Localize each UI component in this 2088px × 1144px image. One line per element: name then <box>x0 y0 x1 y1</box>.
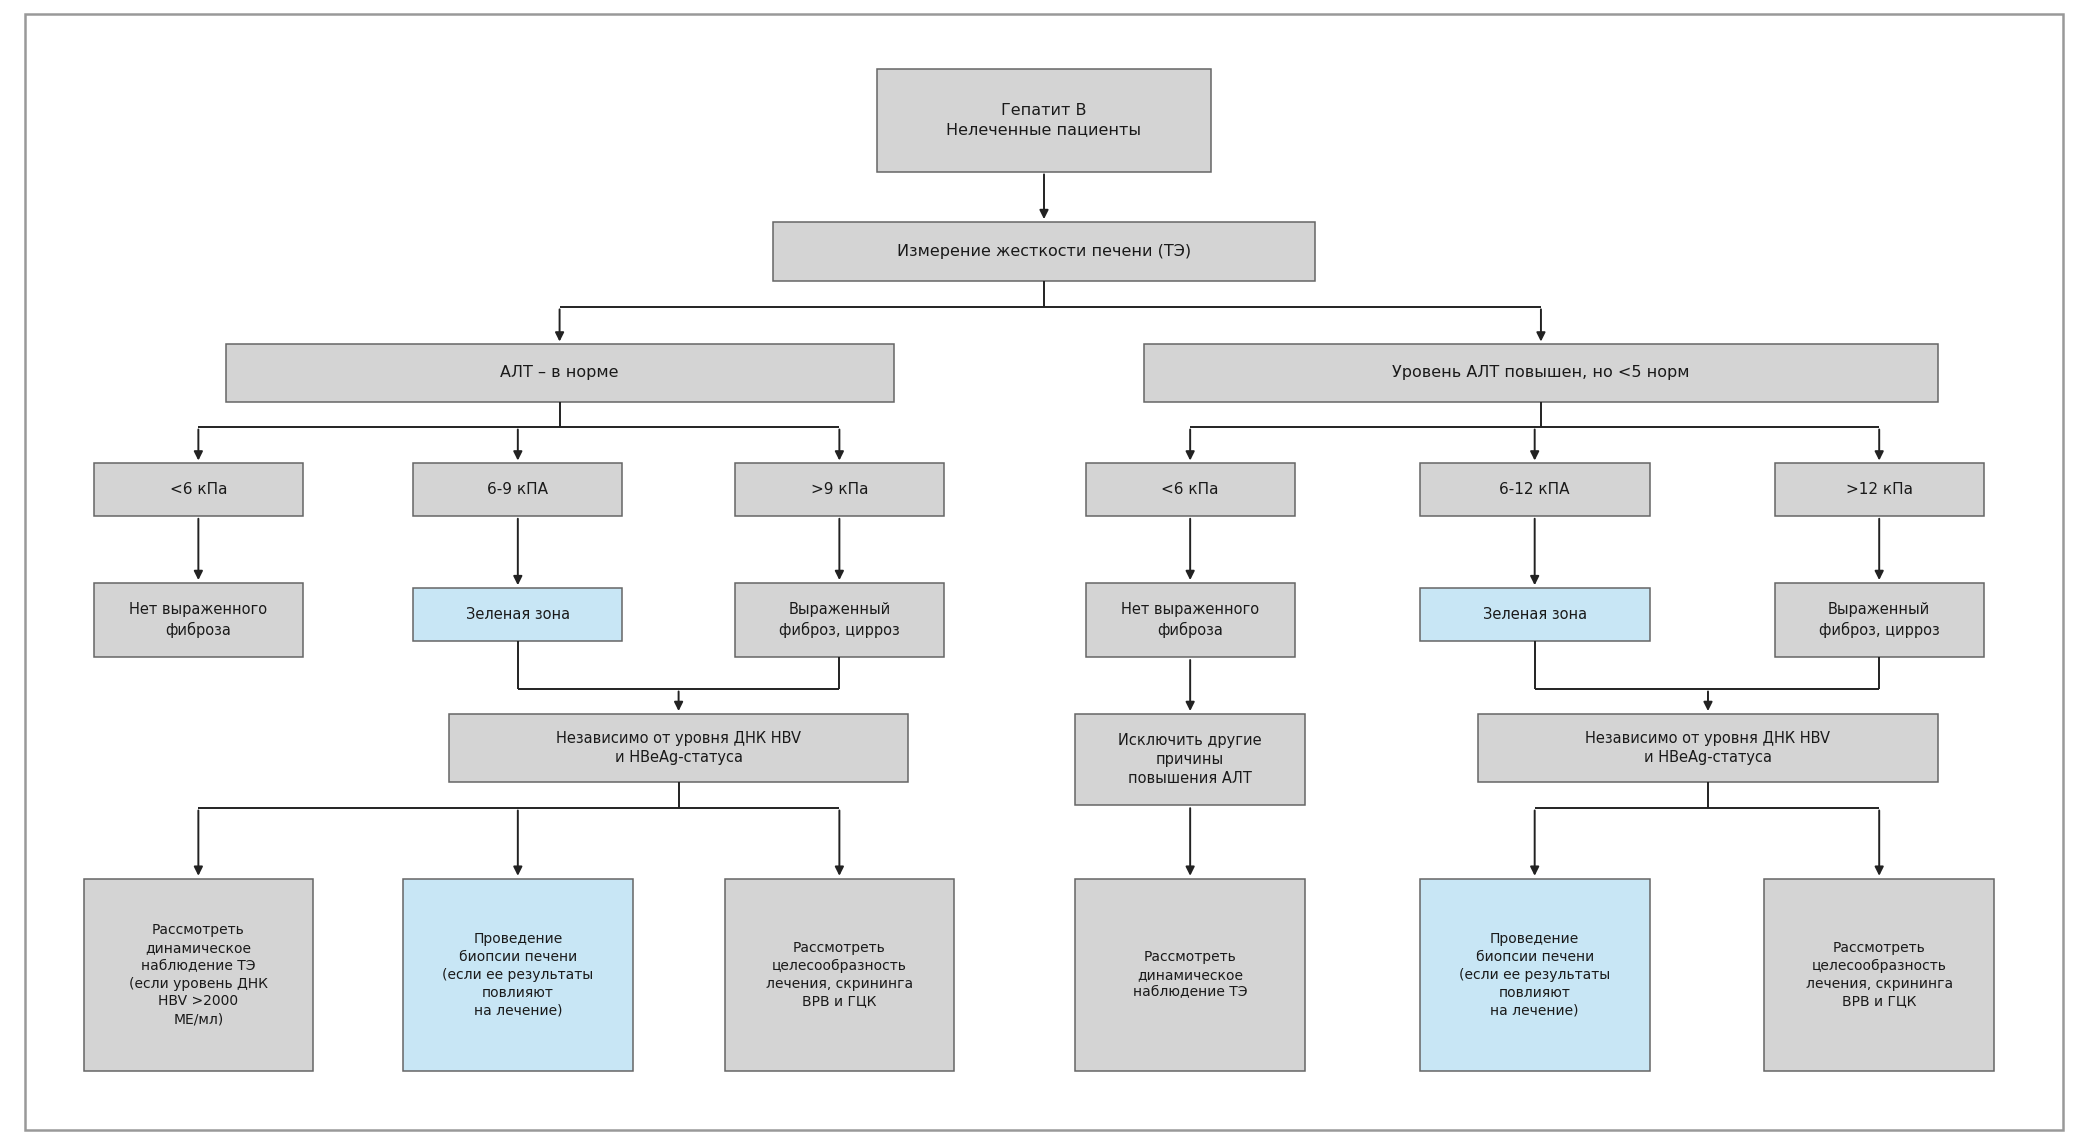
FancyBboxPatch shape <box>403 879 633 1071</box>
FancyBboxPatch shape <box>413 463 622 516</box>
FancyBboxPatch shape <box>226 344 894 402</box>
FancyBboxPatch shape <box>449 714 908 782</box>
FancyBboxPatch shape <box>94 583 303 657</box>
FancyBboxPatch shape <box>735 583 944 657</box>
Text: Рассмотреть
целесообразность
лечения, скрининга
ВРВ и ГЦК: Рассмотреть целесообразность лечения, ск… <box>766 940 912 1009</box>
FancyBboxPatch shape <box>1420 879 1650 1071</box>
Text: <6 кПа: <6 кПа <box>169 482 228 498</box>
Text: Выраженный
фиброз, цирроз: Выраженный фиброз, цирроз <box>779 602 900 638</box>
Text: Гепатит В
Нелеченные пациенты: Гепатит В Нелеченные пациенты <box>946 103 1142 137</box>
FancyBboxPatch shape <box>1086 463 1295 516</box>
FancyBboxPatch shape <box>735 463 944 516</box>
Text: Нет выраженного
фиброза: Нет выраженного фиброза <box>1121 602 1259 638</box>
FancyBboxPatch shape <box>84 879 313 1071</box>
Text: Рассмотреть
динамическое
наблюдение ТЭ: Рассмотреть динамическое наблюдение ТЭ <box>1134 950 1247 1000</box>
Text: Рассмотреть
динамическое
наблюдение ТЭ
(если уровень ДНК
HBV >2000
МЕ/мл): Рассмотреть динамическое наблюдение ТЭ (… <box>129 923 267 1026</box>
FancyBboxPatch shape <box>1775 463 1984 516</box>
Text: Проведение
биопсии печени
(если ее результаты
повлияют
на лечение): Проведение биопсии печени (если ее резул… <box>1460 932 1610 1017</box>
Text: 6-9 кПА: 6-9 кПА <box>487 482 549 498</box>
FancyBboxPatch shape <box>725 879 954 1071</box>
FancyBboxPatch shape <box>1086 583 1295 657</box>
FancyBboxPatch shape <box>94 463 303 516</box>
FancyBboxPatch shape <box>1075 714 1305 805</box>
Text: Независимо от уровня ДНК HBV
и HBeAg-статуса: Независимо от уровня ДНК HBV и HBeAg-ста… <box>555 731 802 765</box>
Text: Зеленая зона: Зеленая зона <box>466 606 570 622</box>
Text: АЛТ – в норме: АЛТ – в норме <box>501 365 618 381</box>
Text: Выраженный
фиброз, цирроз: Выраженный фиброз, цирроз <box>1819 602 1940 638</box>
FancyBboxPatch shape <box>773 222 1315 281</box>
FancyBboxPatch shape <box>1764 879 1994 1071</box>
Text: Рассмотреть
целесообразность
лечения, скрининга
ВРВ и ГЦК: Рассмотреть целесообразность лечения, ск… <box>1806 940 1952 1009</box>
Text: Исключить другие
причины
повышения АЛТ: Исключить другие причины повышения АЛТ <box>1119 733 1261 786</box>
Text: >12 кПа: >12 кПа <box>1846 482 1913 498</box>
FancyBboxPatch shape <box>1420 463 1650 516</box>
Text: <6 кПа: <6 кПа <box>1161 482 1219 498</box>
FancyBboxPatch shape <box>1420 588 1650 641</box>
Text: >9 кПа: >9 кПа <box>810 482 869 498</box>
Text: 6-12 кПА: 6-12 кПА <box>1499 482 1570 498</box>
Text: Нет выраженного
фиброза: Нет выраженного фиброза <box>129 602 267 638</box>
FancyBboxPatch shape <box>1075 879 1305 1071</box>
Text: Независимо от уровня ДНК HBV
и HBeAg-статуса: Независимо от уровня ДНК HBV и HBeAg-ста… <box>1585 731 1831 765</box>
FancyBboxPatch shape <box>1775 583 1984 657</box>
FancyBboxPatch shape <box>413 588 622 641</box>
Text: Зеленая зона: Зеленая зона <box>1482 606 1587 622</box>
FancyBboxPatch shape <box>1478 714 1938 782</box>
FancyBboxPatch shape <box>877 69 1211 172</box>
Text: Уровень АЛТ повышен, но <5 норм: Уровень АЛТ повышен, но <5 норм <box>1393 365 1689 381</box>
Text: Измерение жесткости печени (ТЭ): Измерение жесткости печени (ТЭ) <box>898 244 1190 260</box>
FancyBboxPatch shape <box>1144 344 1938 402</box>
Text: Проведение
биопсии печени
(если ее результаты
повлияют
на лечение): Проведение биопсии печени (если ее резул… <box>443 932 593 1017</box>
